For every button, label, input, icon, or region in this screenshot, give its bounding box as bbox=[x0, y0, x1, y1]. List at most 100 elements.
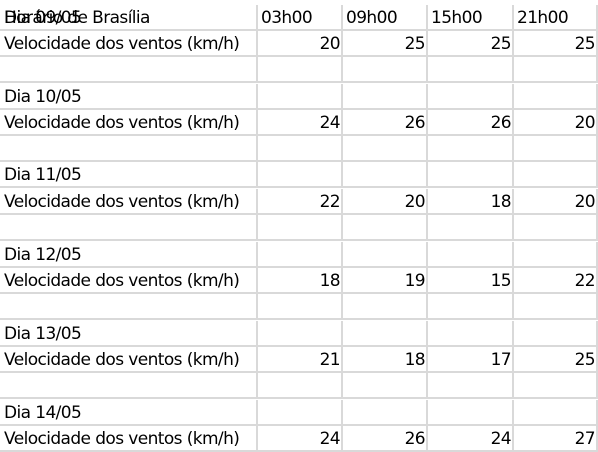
empty-cell[interactable] bbox=[258, 215, 343, 241]
empty-cell[interactable] bbox=[514, 84, 598, 110]
header-time-2[interactable]: 09h00 bbox=[343, 5, 428, 31]
day-label[interactable]: Dia 12/05 bbox=[0, 242, 258, 268]
value-cell[interactable]: 27 bbox=[514, 426, 598, 452]
header-time-1[interactable]: 03h00 bbox=[258, 5, 343, 31]
empty-cell[interactable] bbox=[514, 373, 598, 399]
empty-cell[interactable] bbox=[258, 294, 343, 320]
metric-label[interactable]: Velocidade dos ventos (km/h) bbox=[0, 110, 258, 136]
value-cell[interactable]: 24 bbox=[258, 110, 343, 136]
day-label[interactable]: Dia 11/05 bbox=[0, 162, 258, 188]
empty-cell[interactable] bbox=[514, 162, 598, 188]
empty-cell[interactable] bbox=[514, 242, 598, 268]
day-label[interactable]: Dia 14/05 bbox=[0, 400, 258, 426]
empty-cell[interactable] bbox=[343, 162, 428, 188]
empty-cell[interactable] bbox=[514, 57, 598, 83]
value-cell[interactable]: 22 bbox=[514, 268, 598, 294]
value-cell[interactable]: 25 bbox=[343, 31, 428, 57]
table-row: Velocidade dos ventos (km/h) 20 25 25 25 bbox=[0, 31, 598, 57]
day-row: Dia 13/05 bbox=[0, 321, 598, 347]
day-label[interactable]: Dia 10/05 bbox=[0, 84, 258, 110]
empty-cell[interactable] bbox=[343, 373, 428, 399]
value-cell[interactable]: 18 bbox=[343, 347, 428, 373]
metric-label[interactable]: Velocidade dos ventos (km/h) bbox=[0, 31, 258, 57]
empty-cell[interactable] bbox=[258, 84, 343, 110]
day-row: Dia 11/05 bbox=[0, 162, 598, 188]
value-cell[interactable]: 19 bbox=[343, 268, 428, 294]
header-label-cell[interactable]: Dia 09/05 Horário de Brasília bbox=[0, 5, 258, 31]
empty-cell[interactable] bbox=[428, 162, 514, 188]
metric-label[interactable]: Velocidade dos ventos (km/h) bbox=[0, 426, 258, 452]
day-label[interactable]: Dia 13/05 bbox=[0, 321, 258, 347]
empty-cell[interactable] bbox=[258, 321, 343, 347]
empty-cell[interactable] bbox=[258, 400, 343, 426]
metric-label[interactable]: Velocidade dos ventos (km/h) bbox=[0, 347, 258, 373]
day-row: Dia 12/05 bbox=[0, 242, 598, 268]
value-cell[interactable]: 26 bbox=[343, 110, 428, 136]
value-cell[interactable]: 20 bbox=[258, 31, 343, 57]
empty-cell[interactable] bbox=[428, 400, 514, 426]
value-cell[interactable]: 18 bbox=[428, 189, 514, 215]
value-cell[interactable]: 20 bbox=[514, 110, 598, 136]
empty-cell[interactable] bbox=[0, 294, 258, 320]
empty-cell[interactable] bbox=[428, 373, 514, 399]
value-cell[interactable]: 21 bbox=[258, 347, 343, 373]
value-cell[interactable]: 18 bbox=[258, 268, 343, 294]
empty-cell[interactable] bbox=[258, 162, 343, 188]
empty-row bbox=[0, 294, 598, 320]
empty-cell[interactable] bbox=[428, 294, 514, 320]
empty-cell[interactable] bbox=[514, 294, 598, 320]
empty-cell[interactable] bbox=[343, 57, 428, 83]
header-time-4[interactable]: 21h00 bbox=[514, 5, 598, 31]
table-row: Velocidade dos ventos (km/h) 21 18 17 25 bbox=[0, 347, 598, 373]
empty-cell[interactable] bbox=[343, 400, 428, 426]
empty-cell[interactable] bbox=[343, 215, 428, 241]
empty-cell[interactable] bbox=[428, 215, 514, 241]
value-cell[interactable]: 26 bbox=[428, 110, 514, 136]
metric-label[interactable]: Velocidade dos ventos (km/h) bbox=[0, 268, 258, 294]
empty-cell[interactable] bbox=[258, 136, 343, 162]
empty-cell[interactable] bbox=[428, 242, 514, 268]
empty-cell[interactable] bbox=[0, 215, 258, 241]
empty-cell[interactable] bbox=[514, 215, 598, 241]
empty-cell[interactable] bbox=[428, 57, 514, 83]
empty-cell[interactable] bbox=[258, 57, 343, 83]
value-cell[interactable]: 25 bbox=[428, 31, 514, 57]
empty-cell[interactable] bbox=[258, 242, 343, 268]
empty-cell[interactable] bbox=[428, 84, 514, 110]
empty-cell[interactable] bbox=[343, 242, 428, 268]
empty-cell[interactable] bbox=[258, 373, 343, 399]
value-cell[interactable]: 25 bbox=[514, 347, 598, 373]
empty-cell[interactable] bbox=[0, 57, 258, 83]
empty-cell[interactable] bbox=[428, 136, 514, 162]
table-row: Velocidade dos ventos (km/h) 22 20 18 20 bbox=[0, 189, 598, 215]
header-time-3[interactable]: 15h00 bbox=[428, 5, 514, 31]
value-cell[interactable]: 15 bbox=[428, 268, 514, 294]
empty-cell[interactable] bbox=[343, 321, 428, 347]
empty-cell[interactable] bbox=[428, 321, 514, 347]
value-cell[interactable]: 20 bbox=[514, 189, 598, 215]
value-cell[interactable]: 24 bbox=[258, 426, 343, 452]
header-row: Dia 09/05 Horário de Brasília 03h00 09h0… bbox=[0, 5, 598, 31]
header-timezone-label: Horário de Brasília bbox=[4, 8, 150, 28]
empty-cell[interactable] bbox=[514, 400, 598, 426]
empty-cell[interactable] bbox=[343, 294, 428, 320]
empty-cell[interactable] bbox=[343, 84, 428, 110]
empty-row bbox=[0, 136, 598, 162]
empty-cell[interactable] bbox=[514, 321, 598, 347]
value-cell[interactable]: 17 bbox=[428, 347, 514, 373]
day-row: Dia 14/05 bbox=[0, 400, 598, 426]
value-cell[interactable]: 26 bbox=[343, 426, 428, 452]
value-cell[interactable]: 25 bbox=[514, 31, 598, 57]
empty-cell[interactable] bbox=[343, 136, 428, 162]
table-row: Velocidade dos ventos (km/h) 24 26 24 27 bbox=[0, 426, 598, 452]
empty-cell[interactable] bbox=[0, 373, 258, 399]
empty-cell[interactable] bbox=[0, 136, 258, 162]
header-day-label: Dia 09/05 bbox=[4, 8, 82, 28]
metric-label[interactable]: Velocidade dos ventos (km/h) bbox=[0, 189, 258, 215]
value-cell[interactable]: 22 bbox=[258, 189, 343, 215]
value-cell[interactable]: 20 bbox=[343, 189, 428, 215]
empty-row bbox=[0, 373, 598, 399]
value-cell[interactable]: 24 bbox=[428, 426, 514, 452]
empty-cell[interactable] bbox=[514, 136, 598, 162]
